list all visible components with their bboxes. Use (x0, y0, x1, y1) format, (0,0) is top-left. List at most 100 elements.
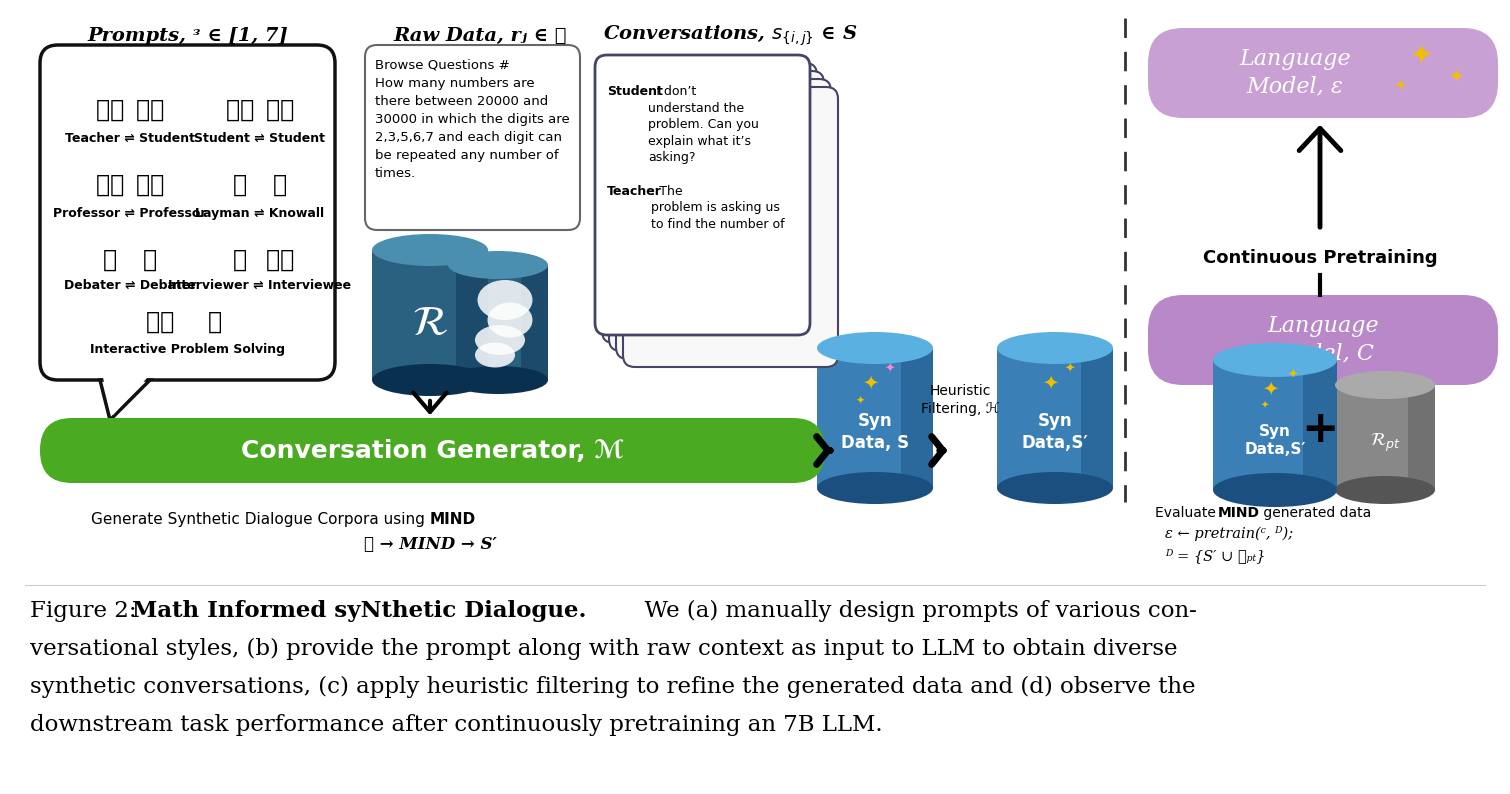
FancyBboxPatch shape (616, 79, 830, 359)
Text: ✦: ✦ (1288, 369, 1299, 382)
Text: versational styles, (b) provide the prompt along with raw context as input to LL: versational styles, (b) provide the prom… (30, 638, 1178, 660)
Text: 👨‍🏫: 👨‍🏫 (95, 173, 124, 197)
Text: 🤓: 🤓 (273, 173, 287, 197)
Text: Prompts, ᵌ ∈ [1, 7]: Prompts, ᵌ ∈ [1, 7] (88, 27, 288, 45)
Text: ✦: ✦ (1042, 373, 1059, 392)
Bar (1081, 348, 1113, 488)
Bar (997, 348, 1113, 488)
Text: Layman ⇌ Knowall: Layman ⇌ Knowall (195, 206, 325, 219)
Ellipse shape (448, 366, 548, 394)
Text: Professor ⇌ Professor: Professor ⇌ Professor (53, 206, 207, 219)
Ellipse shape (817, 332, 933, 364)
Text: 👩: 👩 (208, 310, 222, 334)
Text: Teacher ⇌ Student: Teacher ⇌ Student (65, 132, 195, 145)
Text: ✦: ✦ (855, 396, 865, 407)
Text: : I don’t
understand the
problem. Can you
explain what it’s
asking?: : I don’t understand the problem. Can yo… (648, 85, 760, 164)
Ellipse shape (1335, 476, 1434, 504)
Text: 🧑‍💻: 🧑‍💻 (146, 310, 174, 334)
FancyBboxPatch shape (365, 45, 580, 230)
Text: Math Informed syNthetic Dialogue.: Math Informed syNthetic Dialogue. (131, 600, 586, 622)
Bar (521, 265, 548, 380)
Ellipse shape (997, 472, 1113, 504)
Text: Evaluate: Evaluate (1155, 506, 1220, 520)
Text: ε ← pretrain(ᶜ, ᴰ);: ε ← pretrain(ᶜ, ᴰ); (1166, 526, 1293, 541)
Text: 👩‍💼: 👩‍💼 (266, 248, 294, 272)
Bar (448, 265, 548, 380)
Bar (901, 348, 933, 488)
Text: $\mathcal{R}_{pt}$: $\mathcal{R}_{pt}$ (1370, 432, 1400, 454)
Text: Syn
Data, S: Syn Data, S (841, 412, 909, 452)
Ellipse shape (488, 303, 533, 337)
FancyBboxPatch shape (609, 71, 824, 351)
Text: ✦: ✦ (1409, 41, 1433, 69)
Text: 👨‍🎓: 👨‍🎓 (226, 98, 254, 122)
Bar (1335, 385, 1434, 490)
Text: Conversation Generator, ℳ: Conversation Generator, ℳ (242, 438, 624, 462)
Text: Interviewer ⇌ Interviewee: Interviewer ⇌ Interviewee (169, 279, 352, 291)
Ellipse shape (1213, 473, 1336, 507)
Text: 💼: 💼 (233, 248, 248, 272)
Text: ✦: ✦ (1065, 363, 1075, 376)
Text: synthetic conversations, (c) apply heuristic filtering to refine the generated d: synthetic conversations, (c) apply heuri… (30, 676, 1196, 698)
Text: ✦: ✦ (1261, 400, 1268, 410)
Bar (817, 348, 933, 488)
Text: ᴰ = {S′ ∪ ℛₚₜ}: ᴰ = {S′ ∪ ℛₚₜ} (1166, 548, 1265, 563)
Text: ✦: ✦ (862, 373, 879, 392)
Text: ℛ → MIND → S′: ℛ → MIND → S′ (364, 536, 497, 553)
FancyBboxPatch shape (1148, 295, 1498, 385)
Text: Interactive Problem Solving: Interactive Problem Solving (91, 344, 285, 357)
Text: Syn
Data,S′: Syn Data,S′ (1022, 412, 1089, 452)
Ellipse shape (997, 332, 1113, 364)
Text: Generate Synthetic Dialogue Corpora using: Generate Synthetic Dialogue Corpora usin… (91, 512, 430, 527)
FancyBboxPatch shape (602, 63, 817, 343)
Text: 🕴: 🕴 (143, 248, 157, 272)
Bar (1407, 385, 1434, 490)
Ellipse shape (371, 364, 488, 396)
Text: 👩‍🏫: 👩‍🏫 (95, 98, 124, 122)
Text: downstream task performance after continuously pretraining an 7B LLM.: downstream task performance after contin… (30, 714, 883, 736)
Text: 🧑: 🧑 (233, 173, 248, 197)
Ellipse shape (817, 472, 933, 504)
Text: Language
Model, ε: Language Model, ε (1240, 48, 1351, 98)
FancyBboxPatch shape (39, 418, 824, 483)
FancyBboxPatch shape (624, 87, 838, 367)
Ellipse shape (477, 280, 533, 320)
Ellipse shape (448, 251, 548, 279)
Text: : The
problem is asking us
to find the number of: : The problem is asking us to find the n… (651, 185, 785, 231)
Text: Syn
Data,S′: Syn Data,S′ (1244, 424, 1306, 457)
Text: MIND: MIND (430, 512, 476, 527)
Text: +: + (1302, 408, 1339, 452)
Text: 👩‍🏫: 👩‍🏫 (136, 173, 165, 197)
Ellipse shape (476, 325, 525, 355)
Text: Figure 2:: Figure 2: (30, 600, 143, 622)
Text: Heuristic
Filtering, ℋ: Heuristic Filtering, ℋ (921, 384, 1000, 416)
Ellipse shape (1213, 343, 1336, 377)
FancyBboxPatch shape (595, 55, 809, 335)
Text: Continuous Pretraining: Continuous Pretraining (1202, 249, 1438, 267)
FancyBboxPatch shape (39, 45, 335, 380)
Text: Teacher: Teacher (607, 185, 661, 198)
Bar (1303, 360, 1336, 490)
Text: ✦: ✦ (1394, 79, 1406, 94)
Polygon shape (103, 378, 146, 415)
Text: $\mathcal{R}$: $\mathcal{R}$ (412, 302, 448, 344)
Bar (371, 250, 488, 380)
Text: generated data: generated data (1259, 506, 1371, 520)
Bar (1213, 360, 1336, 490)
Text: MIND: MIND (1219, 506, 1259, 520)
Text: Raw Data, rⱼ ∈ ℛ: Raw Data, rⱼ ∈ ℛ (393, 27, 566, 45)
Text: ✦: ✦ (1448, 68, 1463, 87)
Bar (456, 250, 488, 380)
Text: Browse Questions #
How many numbers are
there between 20000 and
30000 in which t: Browse Questions # How many numbers are … (374, 59, 569, 180)
Text: Student: Student (607, 85, 663, 98)
Ellipse shape (476, 342, 515, 368)
Text: We (a) manually design prompts of various con-: We (a) manually design prompts of variou… (630, 600, 1197, 622)
Text: ✦: ✦ (885, 363, 895, 376)
Text: 👨‍🎓: 👨‍🎓 (136, 98, 165, 122)
Text: 👩‍🎓: 👩‍🎓 (266, 98, 294, 122)
Ellipse shape (1335, 371, 1434, 399)
Text: Debater ⇌ Debater: Debater ⇌ Debater (63, 279, 196, 291)
Text: Student ⇌ Student: Student ⇌ Student (195, 132, 326, 145)
FancyBboxPatch shape (1148, 28, 1498, 118)
Text: 🕴: 🕴 (103, 248, 118, 272)
